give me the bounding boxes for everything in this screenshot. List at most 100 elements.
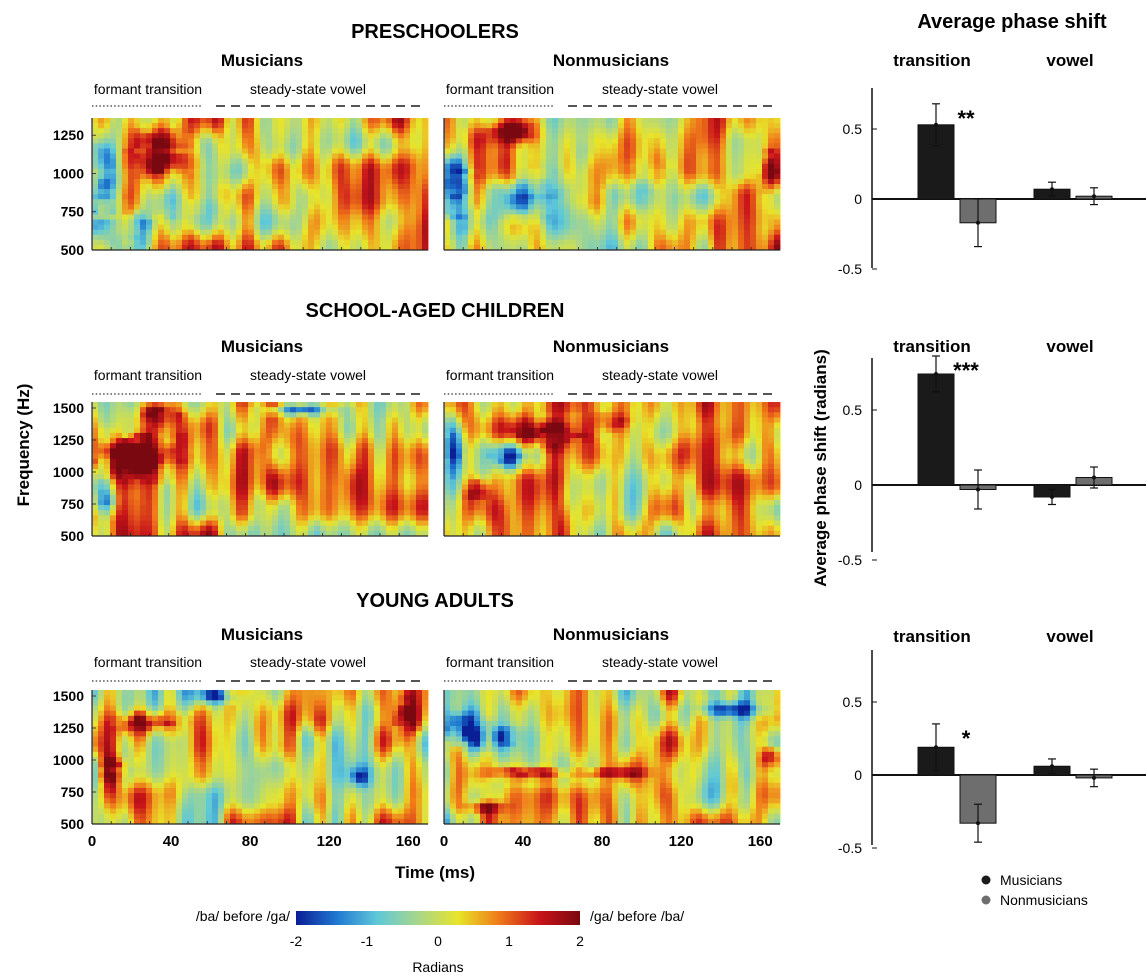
heatmap-cell [714,224,721,231]
heatmap-cell [444,153,451,160]
heatmap-cell [594,138,601,144]
heatmap-cell [236,118,243,124]
heatmap-cell [200,520,207,527]
heatmap-cell [200,427,207,434]
heatmap-cell [248,520,255,527]
heatmap-cell [380,489,387,496]
heatmap-cell [374,173,381,180]
heatmap-cell [576,158,583,165]
heatmap-cell [392,463,399,470]
heatmap-cell [218,443,225,449]
heatmap-cell [570,432,577,439]
heatmap-cell [212,407,219,413]
heatmap-cell [116,443,123,449]
heatmap-cell [134,422,141,429]
heatmap-cell [606,412,613,418]
heatmap-cell [188,402,195,408]
heatmap-cell [122,173,129,180]
heatmap-cell [600,219,607,226]
heatmap-cell [636,229,643,236]
heatmap-cell [540,432,547,439]
heatmap-cell [720,178,727,185]
heatmap-cell [660,209,667,215]
heatmap-cell [696,153,703,160]
heatmap-cell [422,505,429,511]
heatmap-cell [212,525,219,532]
heatmap-cell [594,427,601,434]
heatmap-cell [98,484,105,491]
heatmap-cell [744,204,751,210]
heatmap-cell [242,168,249,175]
heatmap-cell [308,530,315,537]
heatmap-cell [444,199,451,205]
heatmap-cell [654,189,661,195]
heatmap-cell [206,474,213,480]
heatmap-cell [576,427,583,434]
heatmap-cell [678,143,685,149]
heatmap-cell [660,443,667,449]
heatmap-cell [486,443,493,449]
heatmap-cell [636,219,643,226]
heatmap-cell [152,163,159,170]
heatmap-cell [140,438,147,444]
heatmap-cell [750,244,757,251]
heatmap-cell [236,453,243,460]
heatmap-cell [374,158,381,165]
heatmap-cell [666,143,673,149]
heatmap-cell [278,458,285,465]
heatmap-cell [98,432,105,439]
heatmap-cell [504,412,511,418]
heatmap-cell [570,163,577,170]
heatmap-cell [224,458,231,465]
heatmap-cell [374,143,381,149]
heatmap-cell [462,412,469,418]
heatmap-cell [146,199,153,205]
heatmap-cell [134,184,141,190]
heatmap-cell [726,417,733,424]
heatmap-cell [122,158,129,165]
heatmap-cell [344,479,351,485]
heatmap-cell [152,173,159,180]
heatmap-cell [272,525,279,532]
heatmap-cell [104,489,111,496]
heatmap-cell [224,494,231,501]
heatmap-cell [492,173,499,180]
heatmap-cell [122,499,129,506]
heatmap-cell [182,530,189,537]
heatmap-cell [416,199,423,205]
heatmap-cell [750,118,757,124]
heatmap-cell [618,189,625,195]
heatmap-cell [152,234,159,241]
heatmap-cell [368,184,375,190]
heatmap-cell [266,199,273,205]
heatmap-cell [98,239,105,246]
heatmap-cell [314,153,321,160]
heatmap-cell [140,138,147,144]
heatmap-cell [630,163,637,170]
heatmap-cell [134,128,141,134]
heatmap-cell [272,505,279,511]
heatmap-cell [344,199,351,205]
heatmap-cell [750,189,757,195]
heatmap-cell [110,224,117,231]
heatmap-cell [356,402,363,408]
heatmap-cell [480,143,487,149]
heatmap-cell [546,443,553,449]
heatmap-cell [98,443,105,449]
heatmap-cell [516,199,523,205]
heatmap-cell [266,469,273,475]
heatmap-cell [362,199,369,205]
heatmap-cell [774,234,781,241]
heatmap-cell [756,427,763,434]
heatmap-cell [386,443,393,449]
heatmap-cell [594,123,601,129]
heatmap-cell [726,229,733,236]
heatmap-cell [498,229,505,236]
heatmap-cell [116,469,123,475]
heatmap-cell [98,214,105,220]
heatmap-cell [444,234,451,241]
heatmap-cell [332,163,339,170]
heatmap-cell [332,484,339,491]
heatmap-cell [762,402,769,408]
heatmap-cell [104,123,111,129]
